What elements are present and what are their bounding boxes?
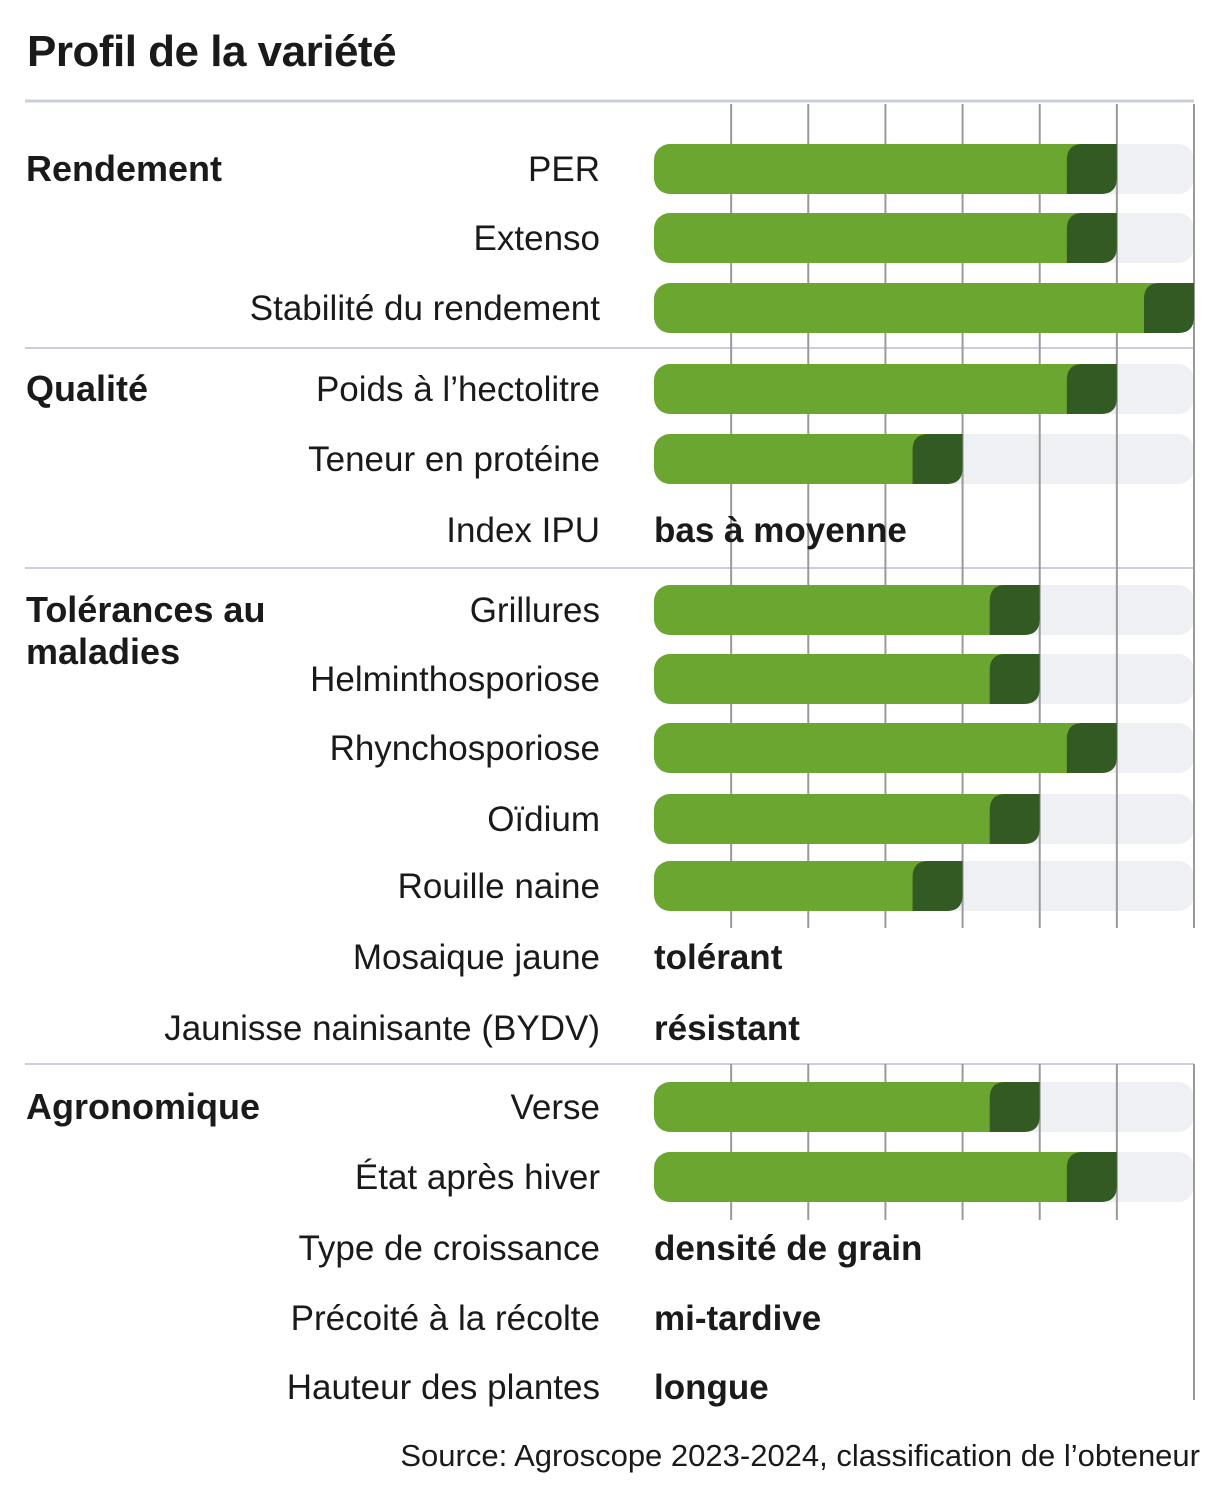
bar-tip	[989, 1082, 1040, 1132]
bar	[654, 144, 1117, 194]
bar-tip	[1066, 144, 1117, 194]
bar	[654, 794, 1040, 844]
row-value-text: densité de grain	[654, 1229, 923, 1268]
row-label: Jaunisse nainisante (BYDV)	[164, 1009, 600, 1048]
bar-tip	[989, 585, 1040, 635]
row-label: Oïdium	[487, 800, 600, 839]
bar-tip	[1066, 213, 1117, 263]
section-label: Tolérances au maladies	[26, 589, 266, 672]
row-label: Mosaique jaune	[352, 938, 600, 977]
source-note: Source: Agroscope 2023-2024, classificat…	[400, 1438, 1200, 1473]
bar-tip	[912, 434, 963, 484]
row-value-text: tolérant	[654, 938, 783, 977]
row-label: PER	[528, 150, 600, 189]
bar	[654, 283, 1194, 333]
bar	[654, 1082, 1040, 1132]
bar	[654, 1152, 1117, 1202]
row-label: Rhynchosporiose	[329, 729, 600, 768]
row-value-text: mi-tardive	[654, 1299, 822, 1338]
row-label: Rouille naine	[397, 867, 600, 906]
chart-title: Profil de la variété	[27, 27, 397, 76]
row-label: Index IPU	[446, 511, 600, 550]
row-label: Teneur en protéine	[308, 440, 600, 479]
section-label: Agronomique	[26, 1086, 260, 1127]
row-value-text: longue	[654, 1368, 769, 1407]
row-label: Type de croissance	[298, 1229, 600, 1268]
bar-tip	[989, 794, 1040, 844]
bar	[654, 585, 1040, 635]
bar-tip	[1066, 364, 1117, 414]
row-value-text: bas à moyenne	[654, 511, 907, 550]
row-label: Verse	[510, 1088, 601, 1127]
section-label: Qualité	[26, 368, 149, 409]
row-value-text: résistant	[654, 1009, 800, 1048]
row-label: Extenso	[473, 219, 600, 258]
bar	[654, 434, 963, 484]
bar	[654, 364, 1117, 414]
row-label: Poids à l’hectolitre	[315, 370, 600, 409]
row-label: Précoité à la récolte	[290, 1299, 600, 1338]
row-label: État après hiver	[354, 1158, 600, 1197]
bar-tip	[1144, 283, 1194, 333]
row-label: Hauteur des plantes	[286, 1368, 600, 1407]
row-label: Grillures	[469, 591, 600, 630]
bar	[654, 861, 963, 911]
row-label: Stabilité du rendement	[249, 289, 600, 328]
bar	[654, 723, 1117, 773]
bar	[654, 654, 1040, 704]
bar-tip	[1066, 723, 1117, 773]
bar-tip	[1066, 1152, 1117, 1202]
section-label: Rendement	[26, 148, 223, 189]
bar-tip	[989, 654, 1040, 704]
bar	[654, 213, 1117, 263]
bar-tip	[912, 861, 963, 911]
row-label: Helminthosporiose	[310, 660, 600, 699]
